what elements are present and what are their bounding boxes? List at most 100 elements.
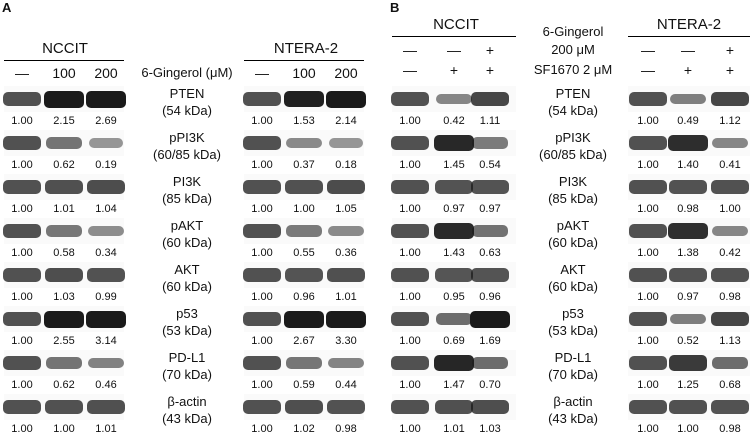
blot-band [45, 400, 83, 414]
blot-band [470, 310, 510, 328]
blot-strip [3, 394, 125, 420]
quant-value: 1.00 [399, 203, 421, 215]
quant-value: 1.13 [719, 335, 741, 347]
quant-value: 1.00 [11, 247, 33, 259]
quant-value: 0.46 [95, 379, 117, 391]
blot-strip [243, 262, 365, 288]
quant-value: 1.00 [637, 159, 659, 171]
blot-strip [3, 262, 125, 288]
blot-band [711, 268, 749, 282]
quant-value: 1.00 [399, 247, 421, 259]
blot-band [326, 90, 366, 108]
blot-strip [243, 350, 364, 376]
panel-b-gingerol-label: 6-Gingerol [542, 24, 604, 39]
blot-band [284, 310, 324, 328]
blot-band [3, 224, 41, 238]
quant-value: 0.34 [95, 247, 117, 259]
quant-value: 0.96 [479, 291, 501, 303]
quant-value: 1.00 [53, 423, 75, 435]
panel-a-ntera2-line [244, 60, 364, 61]
panel-b-nccit-line [392, 36, 516, 37]
quant-value: 0.97 [479, 203, 501, 215]
blot-band [243, 268, 281, 282]
blot-band [391, 136, 429, 150]
gingerol-marker: — [403, 42, 417, 58]
protein-kda: (60 kDa) [548, 235, 598, 250]
quant-value: 0.54 [479, 159, 501, 171]
quant-value: 0.63 [479, 247, 501, 259]
blot-strip [628, 394, 750, 420]
blot-strip [628, 174, 750, 200]
blot-band [3, 92, 41, 106]
quant-value: 1.00 [251, 159, 273, 171]
blot-band [3, 356, 41, 370]
quant-value: 1.25 [677, 379, 699, 391]
gingerol-marker: — [447, 42, 461, 58]
blot-strip [391, 394, 516, 420]
panel-b-letter: B [390, 0, 400, 15]
quant-value: 0.41 [719, 159, 741, 171]
quant-value: 1.00 [11, 379, 33, 391]
quant-value: 1.00 [11, 115, 33, 127]
quant-value: 1.00 [251, 203, 273, 215]
quant-value: 1.03 [53, 291, 75, 303]
quant-value: 2.14 [335, 115, 357, 127]
protein-kda: (43 kDa) [162, 411, 212, 426]
blot-band [328, 138, 364, 148]
quant-value: 1.00 [251, 115, 273, 127]
blot-band [668, 355, 708, 371]
quant-value: 1.01 [53, 203, 75, 215]
protein-kda: (43 kDa) [548, 411, 598, 426]
protein-kda: (60/85 kDa) [539, 147, 607, 162]
quant-value: 1.00 [399, 379, 421, 391]
blot-band [3, 400, 41, 414]
quant-value: 1.00 [637, 247, 659, 259]
blot-band [391, 268, 429, 282]
blot-band [87, 400, 125, 414]
blot-band [391, 356, 429, 370]
quant-value: 0.36 [335, 247, 357, 259]
blot-band [44, 90, 84, 108]
protein-name: p53 [176, 306, 198, 321]
quant-value: 1.00 [11, 203, 33, 215]
blot-strip [391, 218, 516, 244]
blot-band [711, 357, 749, 369]
blot-band [434, 354, 474, 372]
quant-value: 0.19 [95, 159, 117, 171]
blot-band [3, 268, 41, 282]
blot-strip [628, 86, 750, 112]
quant-value: 2.55 [53, 335, 75, 347]
gingerol-marker: + [485, 42, 495, 58]
blot-band [87, 268, 125, 282]
quant-value: 0.98 [677, 203, 699, 215]
blot-strip [243, 86, 366, 112]
blot-band [629, 400, 667, 414]
sf1670-marker: + [683, 62, 693, 78]
quant-value: 1.00 [399, 291, 421, 303]
quant-value: 0.42 [443, 115, 465, 127]
blot-band [328, 225, 364, 236]
quant-value: 0.18 [335, 159, 357, 171]
blot-strip [243, 130, 364, 156]
sf1670-marker: + [725, 62, 735, 78]
protein-name: PD-L1 [554, 350, 592, 365]
protein-name: p53 [562, 306, 584, 321]
panel-b-gingerol-dose: 200 μM [551, 42, 595, 57]
panel-b-nccit-title: NCCIT [433, 16, 479, 33]
blot-band [629, 268, 667, 282]
quant-value: 1.00 [11, 291, 33, 303]
blot-band [88, 226, 124, 236]
sf1670-marker: — [403, 62, 417, 78]
quant-value: 2.15 [53, 115, 75, 127]
blot-band [434, 134, 474, 152]
blot-band [629, 224, 667, 238]
blot-band [44, 310, 84, 328]
blot-band [3, 180, 41, 194]
blot-strip [243, 394, 365, 420]
quant-value: 1.00 [677, 423, 699, 435]
quant-value: 1.00 [251, 423, 273, 435]
quant-value: 1.00 [293, 203, 315, 215]
quant-value: 1.03 [479, 423, 501, 435]
blot-band [435, 400, 473, 414]
blot-strip [628, 218, 750, 244]
